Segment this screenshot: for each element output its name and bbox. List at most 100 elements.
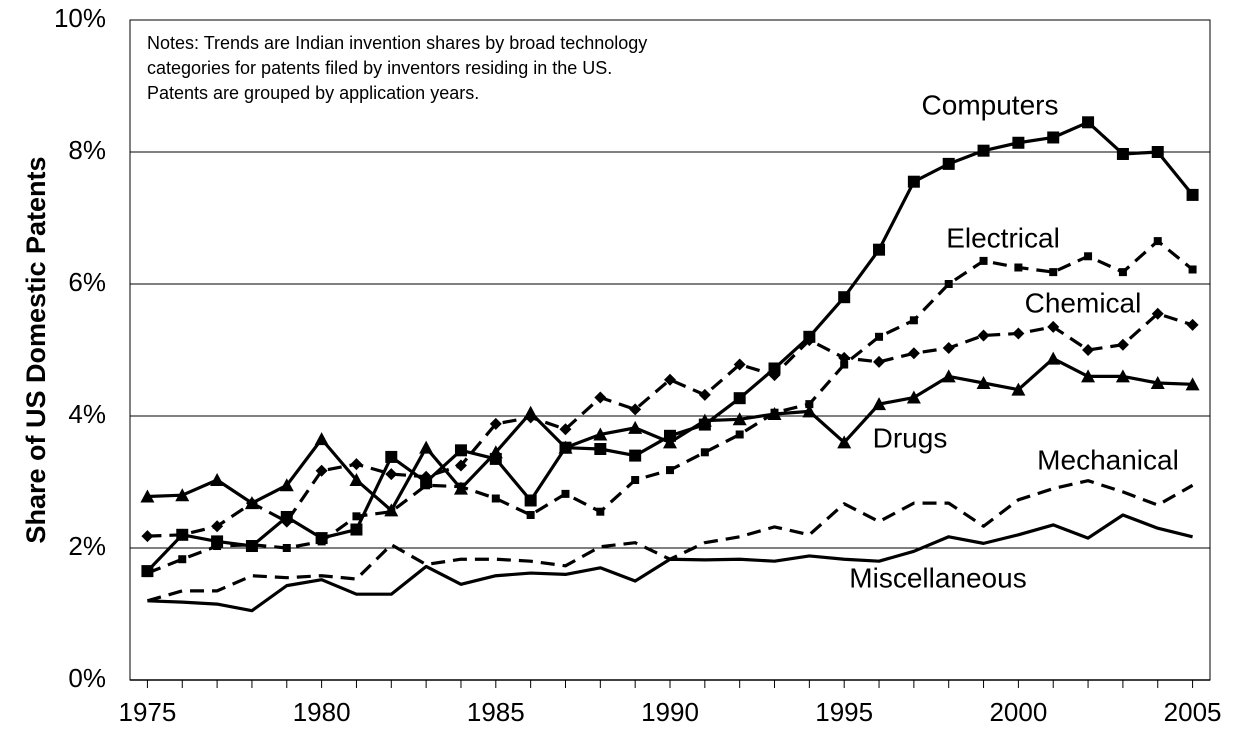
marker	[141, 530, 154, 543]
marker	[596, 507, 605, 516]
marker	[1047, 131, 1060, 144]
marker	[838, 351, 851, 364]
marker	[1082, 116, 1095, 129]
marker	[594, 391, 607, 404]
marker	[593, 427, 608, 441]
series-label: Computers	[922, 89, 1059, 120]
y-tick-label: 2%	[68, 531, 106, 561]
marker	[631, 476, 640, 485]
marker	[523, 405, 538, 419]
marker	[350, 458, 363, 471]
marker	[1118, 268, 1127, 277]
marker	[488, 445, 503, 459]
marker	[282, 544, 291, 552]
marker	[491, 494, 500, 503]
series-line	[147, 513, 1193, 613]
marker	[906, 390, 921, 404]
marker	[558, 440, 573, 454]
marker	[1116, 147, 1129, 160]
marker	[944, 280, 953, 288]
marker	[1049, 268, 1058, 277]
x-tick-label: 2000	[989, 697, 1047, 727]
marker	[350, 523, 363, 536]
marker	[349, 473, 364, 487]
marker	[1046, 351, 1061, 365]
marker	[314, 432, 329, 446]
marker	[664, 373, 676, 386]
marker	[907, 175, 920, 188]
marker	[697, 413, 712, 427]
x-tick-label: 1990	[641, 697, 699, 727]
marker	[453, 481, 468, 495]
marker	[977, 329, 990, 342]
marker	[143, 569, 152, 578]
marker	[317, 537, 326, 546]
series-label: Chemical	[1025, 287, 1142, 318]
marker	[1014, 263, 1023, 272]
marker	[1084, 252, 1093, 261]
marker	[1115, 369, 1130, 383]
marker	[1186, 188, 1199, 201]
x-tick-label: 1995	[815, 697, 873, 727]
marker	[735, 430, 744, 439]
marker	[840, 360, 849, 369]
marker	[1185, 377, 1200, 391]
marker	[733, 358, 746, 371]
marker	[663, 435, 677, 449]
series-label: Drugs	[873, 422, 948, 453]
marker	[1186, 318, 1199, 331]
marker	[1188, 265, 1197, 274]
marker	[873, 355, 886, 368]
note: Notes: Trends are Indian invention share…	[147, 33, 647, 53]
marker	[419, 440, 434, 454]
series-label: Electrical	[946, 222, 1060, 253]
marker	[875, 332, 884, 341]
marker	[211, 520, 224, 533]
marker	[977, 144, 990, 157]
y-tick-label: 8%	[68, 135, 106, 165]
marker	[1153, 237, 1162, 246]
y-axis-label: Share of US Domestic Patents	[21, 156, 51, 543]
marker	[420, 470, 433, 483]
marker	[315, 464, 328, 477]
series-line	[147, 312, 1194, 538]
marker	[1012, 327, 1025, 340]
series-label: Mechanical	[1037, 444, 1179, 475]
marker	[140, 489, 155, 503]
marker	[422, 481, 431, 490]
marker	[279, 478, 294, 492]
marker	[666, 466, 674, 475]
marker	[247, 540, 256, 549]
y-tick-label: 0%	[68, 663, 106, 693]
marker	[873, 243, 886, 256]
marker	[1151, 146, 1164, 158]
marker	[178, 555, 187, 564]
series-label: Miscellaneous	[849, 562, 1026, 593]
marker	[1151, 307, 1164, 320]
marker	[1011, 382, 1026, 396]
marker	[524, 494, 537, 507]
marker	[907, 347, 920, 360]
marker	[1150, 376, 1165, 389]
note: Patents are grouped by application years…	[147, 83, 479, 103]
marker	[941, 369, 956, 383]
x-tick-label: 1985	[467, 697, 525, 727]
marker	[628, 420, 643, 434]
x-tick-label: 2005	[1164, 697, 1222, 727]
marker	[526, 511, 535, 519]
marker	[280, 515, 293, 528]
marker	[1116, 338, 1129, 351]
marker	[1012, 136, 1025, 149]
marker	[698, 388, 711, 401]
marker	[489, 417, 502, 430]
marker	[909, 316, 918, 325]
marker	[213, 542, 222, 551]
marker	[942, 157, 955, 170]
y-tick-label: 6%	[68, 267, 106, 297]
marker	[561, 489, 570, 498]
y-tick-label: 4%	[68, 399, 106, 429]
marker	[838, 291, 851, 304]
marker	[454, 459, 467, 472]
marker	[176, 528, 189, 541]
